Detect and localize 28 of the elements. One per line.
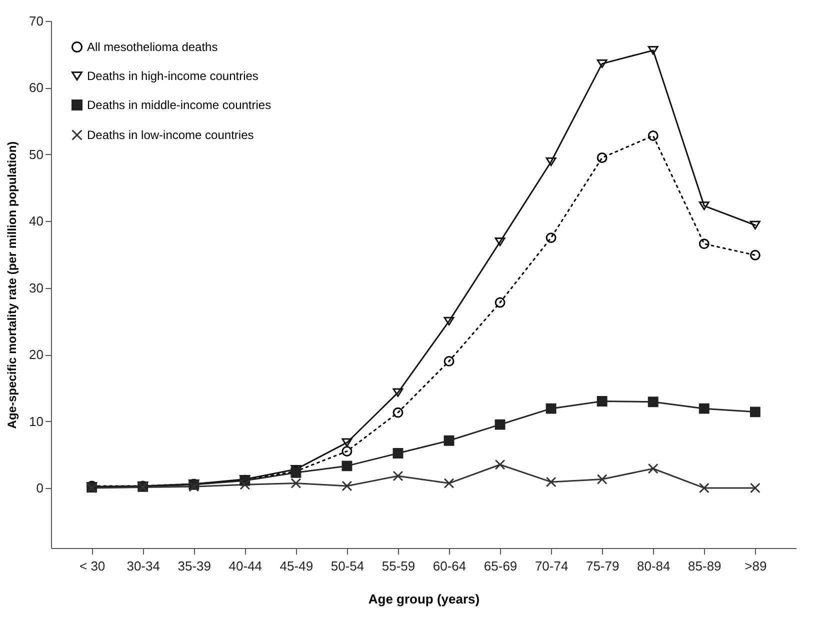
- x-tick-label: 45-49: [280, 558, 314, 574]
- y-tick-label: 70: [29, 14, 44, 28]
- x-tick-label: < 30: [79, 558, 106, 574]
- y-tick-label: 50: [29, 146, 44, 162]
- x-tick-label: 35-39: [178, 558, 211, 574]
- legend-label: All mesothelioma deaths: [87, 40, 218, 54]
- x-tick-label: 85-89: [688, 558, 722, 574]
- x-tick-label: 50-54: [330, 558, 364, 574]
- x-tick-label: 80-84: [637, 558, 670, 574]
- x-tick-label: 75-79: [586, 558, 620, 574]
- legend-label: Deaths in low-income countries: [87, 128, 254, 142]
- x-tick-label: 55-59: [382, 558, 416, 574]
- y-tick-label: 10: [29, 414, 44, 429]
- y-axis-title: Age-specific mortality rate (per million population): [5, 141, 20, 429]
- x-tick-label: 60-64: [432, 558, 466, 574]
- y-tick-label: 60: [29, 80, 44, 96]
- y-tick-label: 0: [36, 480, 44, 496]
- y-tick-label: 20: [29, 347, 44, 362]
- legend-label: Deaths in middle-income countries: [87, 98, 272, 112]
- x-tick-label: 40-44: [228, 558, 262, 574]
- x-axis-title: Age group (years): [368, 592, 480, 606]
- y-tick-label: 40: [29, 214, 44, 229]
- x-tick-label: 30-34: [126, 558, 160, 574]
- x-tick-label: >89: [744, 558, 767, 574]
- legend-label: Deaths in high-income countries: [87, 69, 258, 83]
- y-tick-label: 30: [29, 280, 44, 296]
- x-tick-label: 70-74: [534, 558, 568, 574]
- x-tick-label: 65-69: [484, 558, 518, 574]
